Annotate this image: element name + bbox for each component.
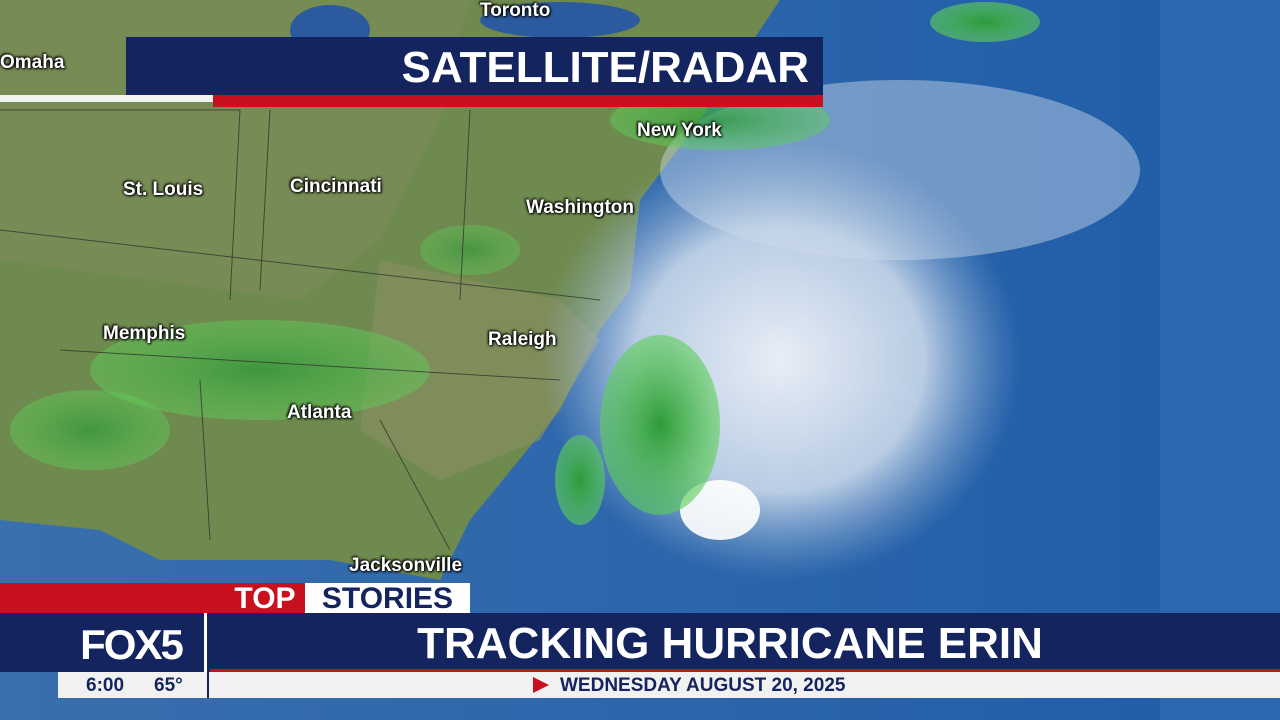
headline: TRACKING HURRICANE ERIN <box>417 619 1043 668</box>
city-label: Cincinnati <box>290 176 382 197</box>
city-label: Jacksonville <box>349 555 463 576</box>
logo-box: FOX5 <box>58 613 207 672</box>
city-label: St. Louis <box>123 179 204 200</box>
header-title: SATELLITE/RADAR <box>401 43 809 92</box>
headline-bar: TRACKING HURRICANE ERIN <box>0 613 1280 672</box>
city-label: Toronto <box>480 0 551 21</box>
temperature: 65° <box>154 675 183 696</box>
date: WEDNESDAY AUGUST 20, 2025 <box>560 675 846 696</box>
city-label: Raleigh <box>488 329 557 350</box>
header-rule <box>0 95 213 102</box>
time: 6:00 <box>86 675 125 696</box>
logo: FOX5 <box>80 621 184 668</box>
city-label: Memphis <box>103 323 186 344</box>
headline-underline <box>210 669 1280 672</box>
tag-second: STORIES <box>305 583 470 614</box>
play-icon <box>533 677 549 693</box>
header-red-bar <box>213 95 823 107</box>
ticker-divider <box>207 672 209 698</box>
ticker-bar: 6:00 65° WEDNESDAY AUGUST 20, 2025 <box>58 672 1280 698</box>
city-label: New York <box>637 120 722 141</box>
city-label: Washington <box>526 197 634 218</box>
tag-first: TOP <box>234 582 296 615</box>
city-label: Omaha <box>0 52 65 73</box>
header-box: SATELLITE/RADAR <box>126 37 823 95</box>
city-label: Atlanta <box>287 402 352 423</box>
